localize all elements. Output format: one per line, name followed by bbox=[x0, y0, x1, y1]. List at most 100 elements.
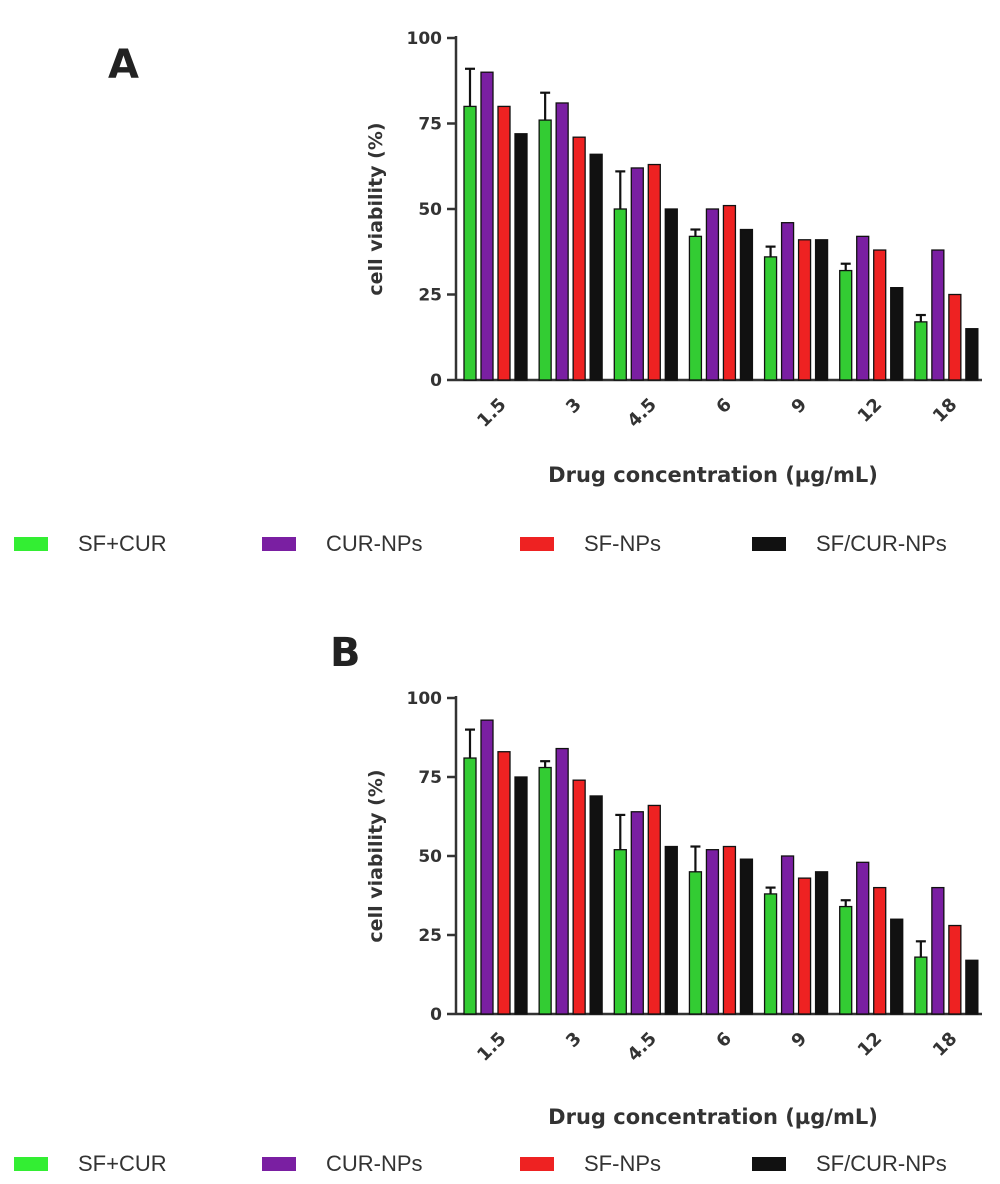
bar-sf-nps bbox=[873, 886, 887, 1015]
y-tick-label: 75 bbox=[418, 115, 442, 135]
bar-sf-nps bbox=[797, 877, 812, 1015]
legend-swatch bbox=[262, 537, 296, 551]
bar-sf-nps bbox=[572, 136, 586, 381]
legend-item-cur-nps: CUR-NPs bbox=[262, 524, 423, 564]
x-tick-label: 1.5 bbox=[473, 394, 510, 431]
legend-item-sf-nps: SF-NPs bbox=[520, 524, 661, 564]
legend: SF+CUR CUR-NPs SF-NPs SF/CUR-NPs bbox=[0, 1144, 1000, 1184]
legend: SF+CUR CUR-NPs SF-NPs SF/CUR-NPs bbox=[0, 524, 1000, 564]
bar-sf-cur bbox=[613, 849, 627, 1015]
x-tick-label: 9 bbox=[787, 1028, 811, 1052]
y-tick-label: 100 bbox=[407, 29, 443, 49]
legend-swatch bbox=[752, 1157, 786, 1171]
bar-sf-cur bbox=[914, 956, 928, 1015]
y-tick-label: 25 bbox=[418, 286, 442, 306]
bar-sf-nps bbox=[722, 204, 737, 381]
y-tick-label: 75 bbox=[418, 768, 442, 788]
x-tick-label: 3 bbox=[562, 394, 586, 418]
bar-cur-nps bbox=[780, 222, 795, 381]
bar-sf-cur-nps bbox=[739, 228, 754, 381]
x-tick-label: 18 bbox=[929, 394, 962, 427]
legend-item-sf-cur-nps: SF/CUR-NPs bbox=[752, 1144, 947, 1184]
legend-swatch bbox=[520, 1157, 554, 1171]
legend-swatch bbox=[520, 537, 554, 551]
legend-label: SF-NPs bbox=[584, 1151, 661, 1176]
bar-sf-cur-nps bbox=[890, 287, 904, 381]
legend-item-sf-nps: SF-NPs bbox=[520, 1144, 661, 1184]
bar-sf-nps bbox=[497, 105, 511, 381]
legend-item-cur-nps: CUR-NPs bbox=[262, 1144, 423, 1184]
bar-sf-nps bbox=[797, 239, 812, 381]
x-tick-label: 12 bbox=[854, 1028, 887, 1061]
legend-label: SF+CUR bbox=[78, 1151, 167, 1176]
bar-sf-cur bbox=[538, 119, 552, 381]
bar-sf-cur-nps bbox=[814, 239, 829, 381]
bar-cur-nps bbox=[780, 855, 795, 1015]
bar-cur-nps bbox=[630, 811, 644, 1015]
bar-sf-cur bbox=[763, 893, 778, 1015]
bar-sf-nps bbox=[948, 293, 962, 381]
bar-cur-nps bbox=[480, 71, 494, 381]
bar-sf-cur bbox=[763, 256, 778, 381]
bar-cur-nps bbox=[931, 886, 945, 1015]
bar-sf-cur bbox=[914, 321, 928, 381]
bar-sf-cur bbox=[839, 905, 853, 1015]
bar-cur-nps bbox=[856, 235, 870, 381]
bar-sf-cur-nps bbox=[965, 328, 979, 381]
y-tick-label: 0 bbox=[430, 371, 442, 391]
bar-sf-cur-nps bbox=[965, 959, 979, 1015]
bar-sf-nps bbox=[647, 163, 661, 381]
x-axis-label: Drug concentration (µg/mL) bbox=[548, 1105, 878, 1129]
legend-swatch bbox=[14, 1157, 48, 1171]
x-tick-label: 3 bbox=[562, 1028, 586, 1052]
bar-cur-nps bbox=[931, 249, 945, 381]
legend-swatch bbox=[752, 537, 786, 551]
bar-sf-nps bbox=[948, 924, 962, 1015]
x-tick-label: 18 bbox=[929, 1028, 962, 1061]
legend-swatch bbox=[14, 537, 48, 551]
legend-label: SF-NPs bbox=[584, 531, 661, 556]
chart-panel-b: B 0 25 50 75 100 cell viability (%) 1.5 3 4.5 6 9 1… bbox=[0, 592, 1000, 1184]
y-axis-label: cell viability (%) bbox=[365, 122, 387, 295]
bar-sf-cur bbox=[463, 105, 477, 381]
x-axis-label: Drug concentration (µg/mL) bbox=[548, 463, 878, 487]
x-tick-label: 1.5 bbox=[473, 1028, 510, 1065]
x-tick-label: 4.5 bbox=[623, 394, 660, 431]
legend-swatch bbox=[262, 1157, 296, 1171]
bar-sf-nps bbox=[647, 804, 661, 1015]
bar-sf-nps bbox=[873, 249, 887, 381]
bar-sf-cur-nps bbox=[589, 795, 603, 1015]
y-tick-label: 50 bbox=[418, 200, 442, 220]
bar-sf-cur-nps bbox=[514, 776, 528, 1015]
legend-label: SF/CUR-NPs bbox=[816, 1151, 947, 1176]
y-tick-label: 100 bbox=[407, 689, 443, 709]
bar-sf-cur-nps bbox=[514, 133, 528, 381]
panel-label: B bbox=[330, 630, 361, 676]
bar-sf-cur-nps bbox=[664, 208, 678, 381]
bar-sf-cur bbox=[688, 871, 703, 1015]
chart-panel-a: A 0 25 50 75 100 cell viability (%) 1.5 3 4.5 6 9 1… bbox=[0, 29, 1000, 564]
bar-sf-cur bbox=[688, 235, 703, 381]
bar-cur-nps bbox=[856, 861, 870, 1015]
bar-sf-cur-nps bbox=[890, 918, 904, 1015]
bar-cur-nps bbox=[555, 102, 569, 381]
bar-sf-cur bbox=[613, 208, 627, 381]
legend-item-sf-cur: SF+CUR bbox=[14, 1144, 167, 1184]
bar-sf-cur bbox=[538, 766, 552, 1015]
x-tick-label: 6 bbox=[712, 1028, 736, 1052]
bar-sf-cur-nps bbox=[664, 845, 678, 1015]
y-tick-label: 50 bbox=[418, 847, 442, 867]
legend-label: SF+CUR bbox=[78, 531, 167, 556]
x-tick-label: 12 bbox=[854, 394, 887, 427]
bar-cur-nps bbox=[555, 747, 569, 1015]
panel-label: A bbox=[108, 42, 139, 88]
y-tick-label: 25 bbox=[418, 926, 442, 946]
legend-label: SF/CUR-NPs bbox=[816, 531, 947, 556]
bar-sf-nps bbox=[722, 845, 737, 1015]
x-tick-label: 6 bbox=[712, 394, 736, 418]
bar-sf-nps bbox=[497, 751, 511, 1015]
legend-item-sf-cur: SF+CUR bbox=[14, 524, 167, 564]
bar-sf-cur-nps bbox=[589, 153, 603, 381]
bar-sf-cur-nps bbox=[814, 871, 829, 1015]
legend-label: CUR-NPs bbox=[326, 1151, 423, 1176]
